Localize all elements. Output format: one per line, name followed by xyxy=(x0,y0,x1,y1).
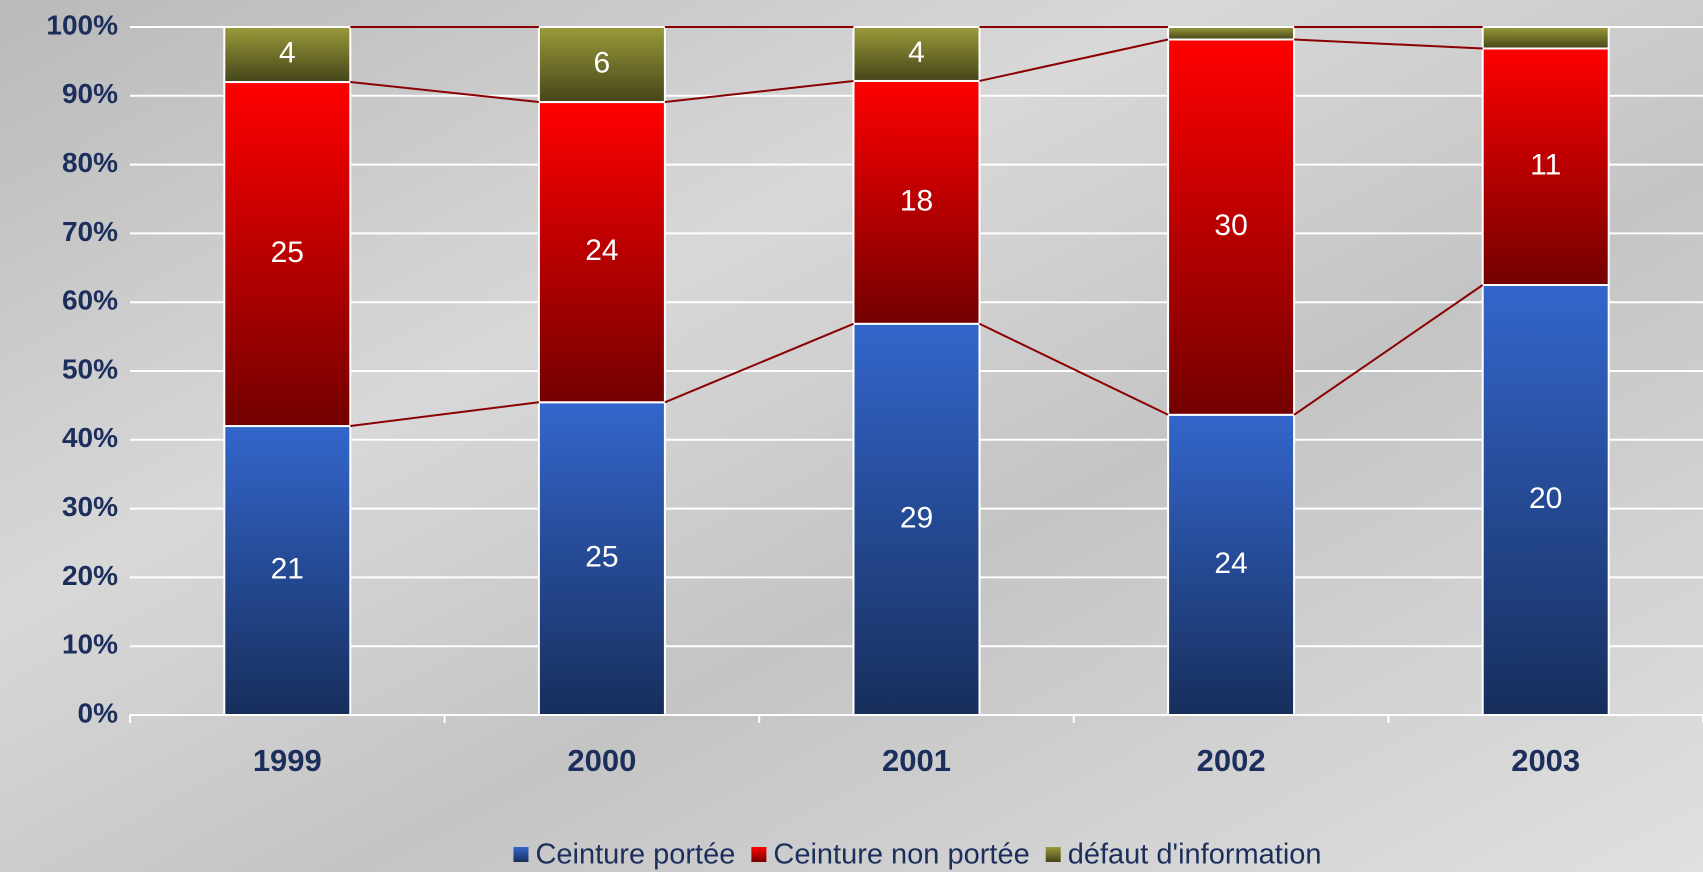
data-label: 4 xyxy=(279,36,296,69)
series-line xyxy=(1293,284,1484,416)
series-line xyxy=(350,401,540,428)
data-label: 18 xyxy=(900,184,933,217)
series-line xyxy=(1294,38,1483,50)
bar-segment xyxy=(1481,284,1610,716)
x-tick-label: 1999 xyxy=(253,743,322,778)
y-tick-label: 20% xyxy=(62,560,118,591)
y-tick-label: 30% xyxy=(62,491,118,522)
legend-label: Ceinture non portée xyxy=(773,839,1029,871)
data-label: 24 xyxy=(1214,547,1247,580)
data-label: 6 xyxy=(594,46,611,79)
data-label: 25 xyxy=(585,541,618,574)
bar-segment xyxy=(223,81,352,428)
y-tick-label: 80% xyxy=(62,147,118,178)
legend-swatch xyxy=(1045,847,1061,862)
data-label: 25 xyxy=(271,236,304,269)
legend-swatch xyxy=(513,847,529,862)
x-tick-label: 2000 xyxy=(567,743,636,778)
y-tick-label: 50% xyxy=(62,353,118,384)
y-tick-label: 60% xyxy=(62,285,118,316)
bar-segment xyxy=(1167,413,1296,716)
series-line xyxy=(664,79,854,104)
data-label: 4 xyxy=(908,36,925,69)
bar-segment xyxy=(1481,47,1610,286)
y-tick-label: 0% xyxy=(78,697,119,728)
y-tick-label: 100% xyxy=(46,9,118,40)
data-label: 24 xyxy=(585,234,618,267)
data-label: 29 xyxy=(900,501,933,534)
series-line xyxy=(979,38,1169,82)
data-label: 11 xyxy=(1530,149,1561,182)
bar-segment xyxy=(223,26,352,84)
legend-label: défaut d'information xyxy=(1068,839,1322,871)
legend-swatch xyxy=(751,847,767,862)
bar-segment xyxy=(1481,26,1610,50)
bar-segment xyxy=(223,425,352,716)
legend-label: Ceinture portée xyxy=(535,839,735,871)
bar-segment xyxy=(537,26,666,104)
y-tick-label: 10% xyxy=(62,629,118,660)
y-tick-label: 40% xyxy=(62,422,118,453)
x-tick-label: 2001 xyxy=(882,743,951,778)
bar-segment xyxy=(852,26,981,82)
x-tick-label: 2003 xyxy=(1511,743,1580,778)
data-label: 30 xyxy=(1214,209,1247,242)
bar-segment xyxy=(1167,38,1296,416)
bar-segment xyxy=(852,79,981,325)
bar-segment xyxy=(852,322,981,716)
series-line xyxy=(979,322,1169,416)
data-label: 21 xyxy=(271,552,304,585)
legend: Ceinture portée Ceinture non portée défaut… xyxy=(513,839,1322,871)
bar-segment xyxy=(1167,26,1296,41)
x-tick-label: 2002 xyxy=(1197,743,1266,778)
bar-segment xyxy=(537,401,666,716)
series-line xyxy=(664,322,854,404)
data-label: 20 xyxy=(1529,482,1562,515)
y-tick-label: 90% xyxy=(62,78,118,109)
series-line xyxy=(350,81,540,104)
bar-segment xyxy=(537,101,666,404)
y-tick-label: 70% xyxy=(62,216,118,247)
